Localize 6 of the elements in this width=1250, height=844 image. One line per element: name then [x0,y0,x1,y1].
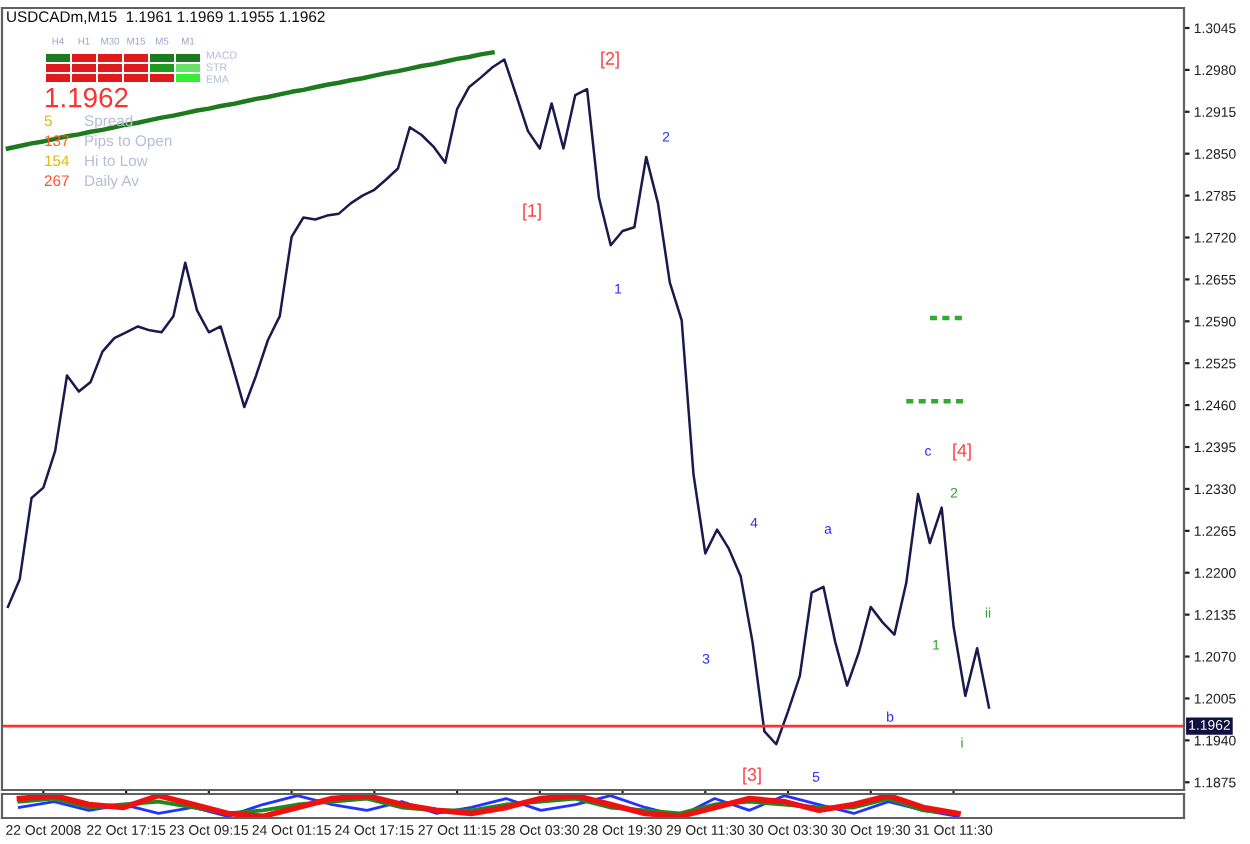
annotation: [3] [743,767,761,785]
line-series [5,50,495,151]
annotation: 1.1962 [46,87,128,108]
annotation: [1] [523,203,541,221]
annotation: [2] [601,51,619,69]
annotation: [4] [953,443,971,461]
